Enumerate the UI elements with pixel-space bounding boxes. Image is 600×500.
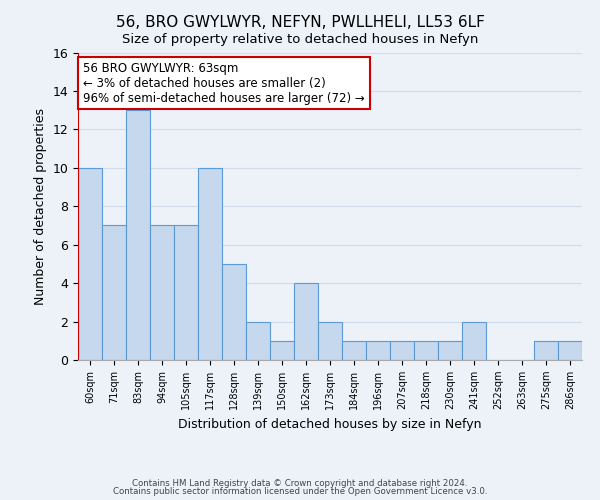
Text: Contains public sector information licensed under the Open Government Licence v3: Contains public sector information licen…: [113, 487, 487, 496]
Bar: [390, 341, 414, 360]
Bar: [198, 168, 222, 360]
Bar: [150, 226, 174, 360]
Bar: [534, 341, 558, 360]
Text: 56, BRO GWYLWYR, NEFYN, PWLLHELI, LL53 6LF: 56, BRO GWYLWYR, NEFYN, PWLLHELI, LL53 6…: [116, 15, 484, 30]
Text: Size of property relative to detached houses in Nefyn: Size of property relative to detached ho…: [122, 32, 478, 46]
Text: Contains HM Land Registry data © Crown copyright and database right 2024.: Contains HM Land Registry data © Crown c…: [132, 478, 468, 488]
Bar: [438, 341, 462, 360]
Text: 56 BRO GWYLWYR: 63sqm
← 3% of detached houses are smaller (2)
96% of semi-detach: 56 BRO GWYLWYR: 63sqm ← 3% of detached h…: [83, 62, 365, 104]
Bar: [294, 283, 318, 360]
Bar: [414, 341, 438, 360]
Bar: [366, 341, 390, 360]
Bar: [246, 322, 270, 360]
Bar: [78, 168, 102, 360]
Bar: [126, 110, 150, 360]
Bar: [270, 341, 294, 360]
Bar: [558, 341, 582, 360]
Bar: [462, 322, 486, 360]
Bar: [342, 341, 366, 360]
Bar: [174, 226, 198, 360]
Bar: [318, 322, 342, 360]
Bar: [222, 264, 246, 360]
Y-axis label: Number of detached properties: Number of detached properties: [34, 108, 47, 304]
Bar: [102, 226, 126, 360]
X-axis label: Distribution of detached houses by size in Nefyn: Distribution of detached houses by size …: [178, 418, 482, 430]
